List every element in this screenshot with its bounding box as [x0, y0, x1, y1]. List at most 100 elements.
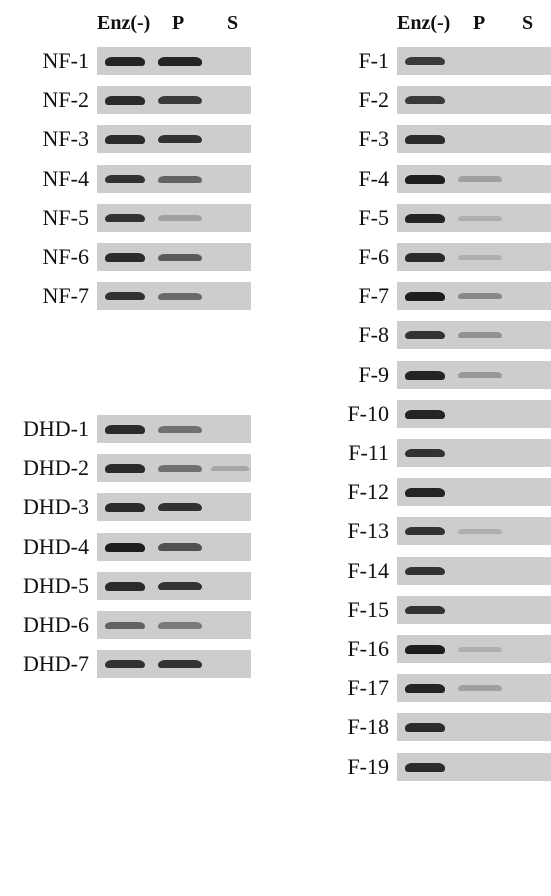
gel-band — [405, 252, 445, 262]
gel-row: F-5 — [0, 204, 551, 232]
sample-label: NF-4 — [42, 166, 89, 191]
gel-lane-strip — [97, 572, 251, 600]
gel-lane-strip — [397, 400, 551, 428]
gel-row: NF-7 — [0, 282, 551, 310]
gel-lane-strip — [97, 533, 251, 561]
gel-band — [458, 215, 502, 221]
gel-band — [405, 762, 445, 772]
gel-lane-strip — [397, 47, 551, 75]
gel-lane-strip — [97, 282, 251, 310]
gel-band — [105, 56, 145, 66]
gel-band — [405, 134, 445, 144]
gel-row: DHD-6 — [0, 611, 551, 639]
sample-label: F-18 — [347, 714, 389, 739]
gel-band — [458, 293, 502, 299]
gel-row: F-9 — [0, 361, 551, 389]
gel-band — [105, 292, 145, 300]
gel-row: F-14 — [0, 557, 551, 585]
gel-lane-strip — [397, 243, 551, 271]
sample-label: F-10 — [347, 401, 389, 426]
gel-row: F-11 — [0, 439, 551, 467]
gel-band — [105, 542, 145, 552]
gel-band — [158, 135, 202, 143]
gel-band — [458, 685, 502, 691]
gel-band — [405, 527, 445, 535]
sample-label: F-16 — [347, 636, 389, 661]
column-header: P — [172, 12, 185, 34]
gel-band — [405, 409, 445, 419]
gel-row: DHD-5 — [0, 572, 551, 600]
gel-band — [105, 252, 145, 262]
gel-row: F-10 — [0, 400, 551, 428]
column-header: Enz(-) — [97, 12, 151, 34]
gel-lane-strip — [97, 243, 251, 271]
gel-row: F-8 — [0, 321, 551, 349]
gel-lane-strip — [397, 282, 551, 310]
sample-label: DHD-2 — [23, 455, 89, 480]
sample-label: NF-3 — [42, 126, 89, 151]
gel-band — [458, 646, 502, 652]
sample-label: F-2 — [358, 87, 389, 112]
gel-lane-strip — [97, 47, 251, 75]
sample-label: F-12 — [347, 479, 389, 504]
sample-label: F-7 — [358, 283, 389, 308]
gel-band — [158, 425, 202, 433]
gel-band — [405, 487, 445, 497]
gel-band — [405, 331, 445, 339]
gel-lane-strip — [397, 439, 551, 467]
sample-label: F-9 — [358, 362, 389, 387]
gel-lane-strip — [397, 204, 551, 232]
gel-band — [405, 567, 445, 575]
gel-band — [405, 644, 445, 654]
gel-lane-strip — [97, 125, 251, 153]
gel-lane-strip — [397, 557, 551, 585]
gel-band — [158, 292, 202, 300]
gel-band — [405, 722, 445, 732]
gel-lane-strip — [397, 674, 551, 702]
sample-label: DHD-1 — [23, 416, 89, 441]
gel-band — [158, 56, 202, 66]
sample-label: DHD-7 — [23, 651, 89, 676]
gel-band — [405, 683, 445, 693]
gel-row: NF-5 — [0, 204, 551, 232]
gel-band — [105, 463, 145, 473]
gel-band — [458, 254, 502, 260]
column-header: S — [522, 12, 534, 34]
gel-band — [405, 370, 445, 380]
gel-lane-strip — [397, 635, 551, 663]
gel-row: F-6 — [0, 243, 551, 271]
gel-lane-strip — [397, 753, 551, 781]
gel-band — [158, 503, 202, 511]
gel-band — [105, 660, 145, 668]
gel-band — [158, 96, 202, 104]
gel-band — [105, 214, 145, 222]
sample-label: F-11 — [348, 440, 389, 465]
sample-label: F-19 — [347, 754, 389, 779]
sample-label: DHD-6 — [23, 612, 89, 637]
gel-row: F-18 — [0, 713, 551, 741]
gel-lane-strip — [97, 86, 251, 114]
gel-row: NF-4 — [0, 165, 551, 193]
gel-band — [158, 253, 202, 261]
gel-band — [105, 502, 145, 512]
gel-lane-strip — [397, 361, 551, 389]
gel-row: NF-3 — [0, 125, 551, 153]
gel-row: F-19 — [0, 753, 551, 781]
gel-row: F-2 — [0, 86, 551, 114]
sample-label: F-17 — [347, 675, 389, 700]
sample-label: NF-1 — [42, 48, 89, 73]
gel-band — [105, 581, 145, 591]
gel-lane-strip — [397, 125, 551, 153]
sample-label: NF-6 — [42, 244, 89, 269]
gel-lane-strip — [97, 415, 251, 443]
gel-band — [158, 543, 202, 551]
gel-band — [105, 424, 145, 434]
gel-band — [458, 528, 502, 534]
gel-lane-strip — [97, 650, 251, 678]
column-header: Enz(-) — [397, 12, 451, 34]
gel-row: F-13 — [0, 517, 551, 545]
gel-row: NF-6 — [0, 243, 551, 271]
gel-lane-strip — [397, 165, 551, 193]
gel-row: DHD-1 — [0, 415, 551, 443]
gel-row: DHD-7 — [0, 650, 551, 678]
